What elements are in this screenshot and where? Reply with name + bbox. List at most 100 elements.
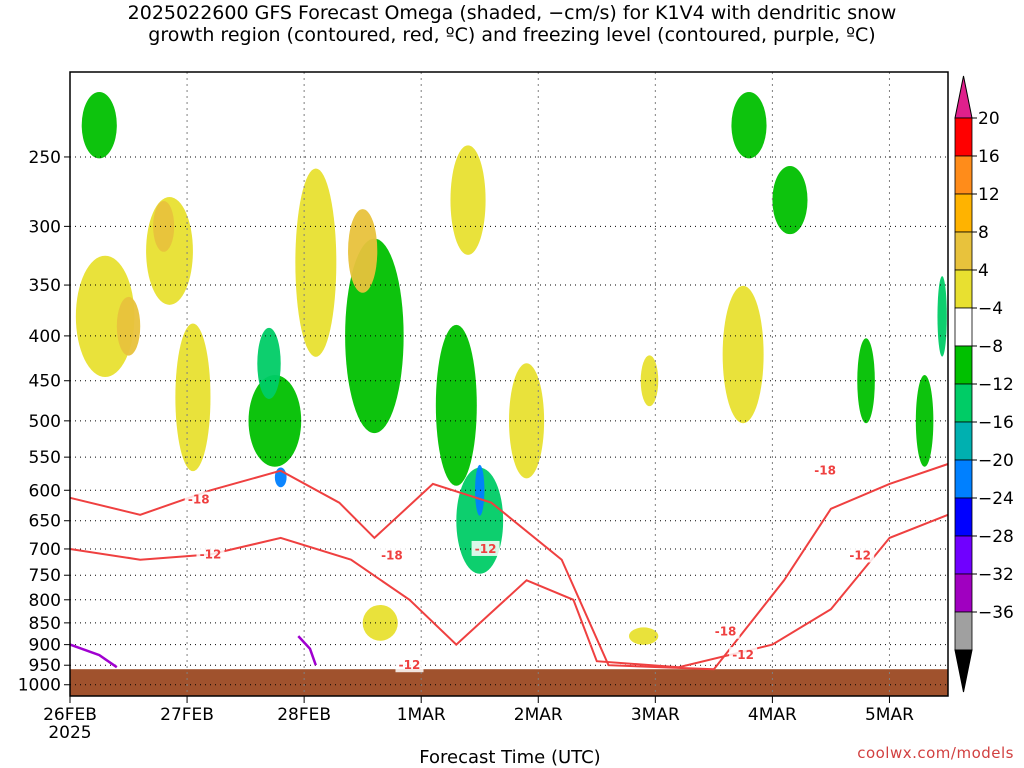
colorbar-label: −16 (978, 413, 1014, 433)
colorbar-label: −24 (978, 489, 1014, 509)
contour-label: -12 (200, 547, 222, 561)
x-tick-label: 28FEB (277, 705, 331, 725)
contour-label-bg (184, 491, 213, 507)
y-tick-label: 350 (29, 276, 61, 296)
omega-region (937, 276, 947, 357)
omega-region (435, 324, 477, 486)
colorbar-label: 8 (978, 223, 989, 243)
y-tick-label: 800 (29, 591, 61, 611)
x-tick-label: 2MAR (514, 705, 563, 725)
omega-region (175, 323, 211, 472)
y-tick-label: 600 (29, 481, 61, 501)
colorbar-swatch (954, 383, 973, 423)
omega-region (915, 374, 934, 467)
y-tick-label: 900 (29, 636, 61, 656)
x-tick-label: 27FEB (160, 705, 214, 725)
title-line-2: growth region (contoured, red, ºC) and f… (148, 24, 876, 46)
contour-label-bg (471, 540, 500, 556)
contour-label-bg (846, 547, 875, 563)
colorbar-swatch (954, 117, 973, 157)
colorbar-label: −20 (978, 451, 1014, 471)
colorbar-label: −8 (978, 337, 1003, 357)
colorbar-label: −12 (978, 375, 1014, 395)
colorbar-swatch (954, 231, 973, 271)
omega-region (731, 92, 767, 159)
contour-label-bg (711, 623, 740, 639)
omega-region (772, 166, 808, 235)
colorbar-swatch (954, 193, 973, 233)
y-tick-label: 1000 (18, 676, 61, 696)
x-tick-label: 4MAR (748, 705, 797, 725)
colorbar-legend: 20 16 12 8 4 −4 −8 −12 −16 −20 −24 −28 −32 −36 (954, 75, 1014, 693)
colorbar-swatch (954, 307, 973, 347)
y-tick-label: 650 (29, 512, 61, 532)
colorbar-bottom-arrow (954, 649, 973, 693)
contour-label: -18 (188, 493, 210, 507)
contour-label: -12 (849, 548, 871, 562)
omega-region (509, 363, 545, 479)
omega-region (475, 464, 485, 516)
omega-region (857, 338, 875, 424)
freezing-level-contour (69, 643, 118, 669)
contour-label: -12 (732, 648, 754, 662)
omega-region (81, 92, 117, 159)
colorbar-label: −4 (978, 299, 1003, 319)
colorbar-top-arrow (954, 75, 973, 119)
contour-label-bg (729, 647, 758, 663)
title-line-1: 2025022600 GFS Forecast Omega (shaded, −… (127, 2, 897, 24)
colorbar-label: 16 (978, 147, 1000, 167)
contour-label: -18 (381, 548, 403, 562)
freezing-level-contour (297, 635, 317, 666)
contour-label-bg (377, 547, 406, 563)
omega-region (450, 145, 486, 255)
omega-shading (75, 92, 947, 645)
colorbar-swatch (954, 421, 973, 461)
chart-title: 2025022600 GFS Forecast Omega (shaded, −… (0, 2, 1024, 46)
y-tick-label: 400 (29, 327, 61, 347)
terrain-block (70, 669, 948, 696)
y-tick-label: 950 (29, 656, 61, 676)
y-tick-label: 500 (29, 412, 61, 432)
colorbar-swatch (954, 269, 973, 309)
dgz-contour-minus18 (69, 463, 949, 671)
contour-label: -18 (814, 464, 836, 478)
temperature-contours: -18 -12 -18 -12 -12 -18 -12 -18 -12 (69, 462, 949, 673)
colorbar-swatch (954, 345, 973, 385)
y-tick-label: 550 (29, 448, 61, 468)
contour-label-bg (811, 462, 840, 478)
colorbar-label: −32 (978, 565, 1014, 585)
grid-lines (69, 72, 948, 696)
omega-region (257, 327, 281, 399)
contour-label: -18 (715, 625, 737, 639)
y-tick-label: 750 (29, 566, 61, 586)
y-tick-label: 300 (29, 217, 61, 237)
colorbar-swatch (954, 497, 973, 537)
colorbar-swatch (954, 459, 973, 499)
contour-label: -12 (399, 658, 421, 672)
x-tick-label: 1MAR (397, 705, 446, 725)
x-tick-label: 5MAR (865, 705, 914, 725)
y-tick-label: 850 (29, 614, 61, 634)
omega-region (116, 296, 141, 356)
omega-region (75, 255, 135, 377)
plot-frame (69, 71, 949, 697)
credit-text: coolwx.com/models (857, 744, 1014, 762)
omega-region (722, 285, 764, 424)
x-tick-label: 26FEB (43, 705, 97, 725)
y-tick-label: 700 (29, 540, 61, 560)
contour-label: -12 (475, 542, 497, 556)
x-tick-sublabel: 2025 (48, 723, 91, 743)
omega-region (348, 209, 378, 293)
colorbar-swatch (954, 535, 973, 575)
omega-region (248, 374, 302, 467)
contour-label-bg (395, 657, 424, 673)
omega-region (295, 168, 337, 357)
colorbar-swatch (954, 611, 973, 651)
plot-border (69, 71, 949, 697)
colorbar-label: 12 (978, 185, 1000, 205)
colorbar-swatch (954, 573, 973, 613)
x-axis-title: Forecast Time (UTC) (419, 747, 600, 768)
y-tick-label: 450 (29, 372, 61, 392)
